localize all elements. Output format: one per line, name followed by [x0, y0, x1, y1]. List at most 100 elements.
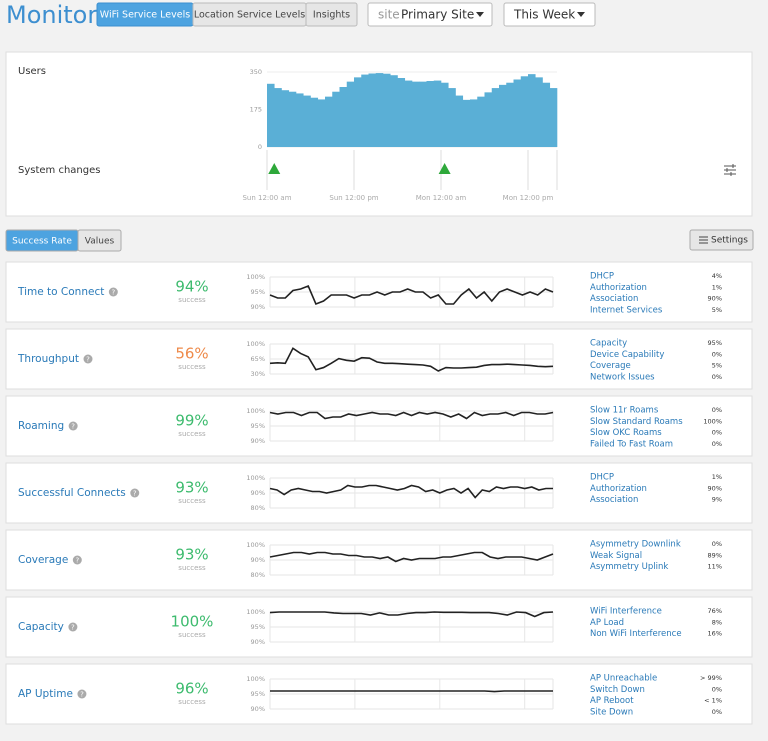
bar	[462, 99, 471, 147]
success-caption: success	[178, 698, 206, 706]
breakdown-name[interactable]: Slow OKC Roams	[590, 428, 662, 438]
bar	[448, 88, 456, 147]
metric-name[interactable]: AP Uptime	[18, 688, 73, 700]
help-icon-glyph: ?	[133, 490, 137, 498]
metric-name[interactable]: Throughput	[17, 353, 79, 365]
y-tick-label: 90%	[251, 303, 265, 311]
filter-icon[interactable]	[724, 164, 736, 176]
help-icon-glyph: ?	[71, 423, 75, 431]
success-rate: 93%	[175, 479, 208, 497]
dropdown-arrow	[476, 12, 484, 17]
bar	[412, 81, 420, 147]
metric-name[interactable]: Time to Connect	[17, 286, 104, 298]
bar	[426, 81, 435, 147]
sparkline	[269, 551, 554, 563]
change-marker[interactable]	[268, 163, 281, 174]
help-icon[interactable]	[72, 555, 82, 565]
success-caption: success	[178, 497, 206, 505]
y-tick-label: 90%	[251, 556, 265, 564]
bar	[397, 78, 406, 147]
bar	[332, 91, 340, 147]
breakdown-name[interactable]: Site Down	[590, 707, 633, 717]
period-value: This Week	[513, 8, 575, 22]
breakdown-name[interactable]: Network Issues	[590, 372, 655, 382]
metric-name[interactable]: Coverage	[18, 554, 68, 566]
x-tick-label: Mon 12:00 pm	[503, 194, 554, 202]
breakdown-name[interactable]: Authorization	[590, 283, 647, 293]
y-tick-label: 100%	[246, 474, 265, 482]
y-tick-label: 95%	[251, 288, 265, 296]
breakdown-value: 4%	[712, 272, 722, 280]
breakdown-name[interactable]: Asymmetry Uplink	[590, 562, 668, 572]
tab-label: Location Service Levels	[194, 10, 305, 21]
help-icon[interactable]	[77, 689, 87, 699]
success-rate: 94%	[175, 278, 208, 296]
bar	[542, 82, 551, 147]
help-icon[interactable]	[83, 354, 93, 364]
period-dropdown[interactable]	[503, 2, 596, 27]
breakdown-name[interactable]: Internet Services	[590, 305, 663, 315]
breakdown-name[interactable]: Weak Signal	[590, 551, 642, 561]
metric-name[interactable]: Roaming	[18, 420, 64, 432]
metric-name[interactable]: Capacity	[18, 621, 64, 633]
site-dropdown[interactable]	[367, 2, 493, 27]
help-icon-glyph: ?	[86, 356, 90, 364]
help-icon[interactable]	[68, 421, 78, 431]
breakdown-name[interactable]: Failed To Fast Roam	[590, 439, 673, 449]
x-tick-label: Sun 12:00 pm	[329, 194, 378, 202]
y-tick-label: 100%	[246, 407, 265, 415]
breakdown-name[interactable]: DHCP	[590, 473, 614, 483]
help-icon[interactable]	[68, 622, 78, 632]
sparkline	[269, 347, 554, 372]
success-caption: success	[178, 363, 206, 371]
breakdown-value: 9%	[712, 496, 722, 504]
y-tick-label: 95%	[251, 623, 265, 631]
settings-label: Settings	[711, 236, 748, 246]
metric-name[interactable]: Successful Connects	[18, 487, 126, 499]
bar	[310, 97, 319, 147]
breakdown-name[interactable]: Asymmetry Downlink	[590, 540, 681, 550]
breakdown-value: < 1%	[704, 697, 722, 705]
breakdown-name[interactable]: Switch Down	[590, 685, 645, 695]
breakdown-value: 90%	[708, 295, 722, 303]
y-tick-label: 100%	[246, 608, 265, 616]
breakdown-name[interactable]: Capacity	[590, 339, 627, 349]
change-marker[interactable]	[438, 163, 451, 174]
breakdown-name[interactable]: Authorization	[590, 484, 647, 494]
breakdown-name[interactable]: AP Unreachable	[590, 674, 657, 684]
bar	[535, 77, 543, 147]
y-tick-label: 100%	[246, 675, 265, 683]
bar	[390, 75, 398, 147]
tab[interactable]	[305, 2, 358, 27]
y-tick-label: 30%	[251, 370, 265, 378]
breakdown-name[interactable]: DHCP	[590, 272, 614, 282]
y-tick-label: 350	[250, 68, 262, 76]
bar	[491, 88, 500, 147]
help-icon[interactable]	[130, 488, 140, 498]
bar	[354, 77, 362, 147]
breakdown-name[interactable]: Slow Standard Roams	[590, 417, 683, 427]
settings-button[interactable]	[689, 229, 754, 251]
y-tick-label: 95%	[251, 422, 265, 430]
y-tick-label: 95%	[251, 690, 265, 698]
y-tick-label: 80%	[251, 504, 265, 512]
breakdown-name[interactable]: AP Load	[590, 618, 624, 628]
sparkline	[269, 411, 554, 420]
breakdown-name[interactable]: WiFi Interference	[590, 607, 662, 617]
success-rate: 99%	[175, 412, 208, 430]
help-icon[interactable]	[108, 287, 118, 297]
breakdown-name[interactable]: Device Capability	[590, 350, 664, 360]
breakdown-name[interactable]: Slow 11r Roams	[590, 406, 659, 416]
bar	[383, 73, 391, 147]
bar	[303, 95, 311, 147]
bar	[361, 74, 369, 147]
breakdown-name[interactable]: Coverage	[590, 361, 631, 371]
breakdown-name[interactable]: Non WiFi Interference	[590, 629, 682, 639]
success-caption: success	[178, 631, 206, 639]
bar	[513, 79, 522, 147]
view-toggle[interactable]	[77, 229, 122, 252]
y-tick-label: 100%	[246, 541, 265, 549]
breakdown-name[interactable]: Association	[590, 294, 638, 304]
breakdown-name[interactable]: Association	[590, 495, 638, 505]
breakdown-name[interactable]: AP Reboot	[590, 696, 634, 706]
